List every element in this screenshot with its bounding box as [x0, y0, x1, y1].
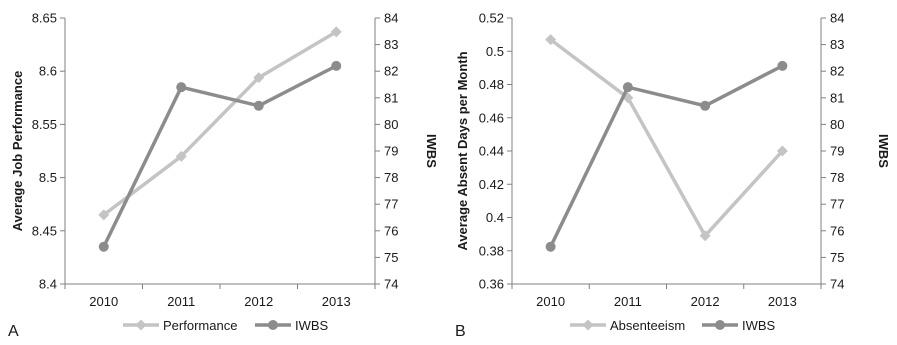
x-tick-label: 2010 [89, 294, 118, 309]
right-tick-label: 79 [384, 144, 398, 159]
data-point-iwbs [622, 82, 633, 93]
panel-label: B [455, 323, 466, 340]
legend-marker [135, 319, 147, 331]
chart-panel-1: 8.4 8.45 8.5 8.55 8.6 8.65 74 75 76 77 78 79 80 81 82 8… [8, 11, 439, 341]
right-tick-label: 83 [384, 37, 398, 52]
right-tick-label: 80 [384, 117, 398, 132]
x-tick-label: 2011 [614, 294, 642, 309]
legend-marker [268, 320, 278, 330]
right-tick-label: 76 [384, 223, 398, 238]
legend-label: IWBS [742, 318, 776, 333]
data-point-performance [175, 150, 187, 162]
x-tick-label: 2010 [536, 294, 565, 309]
y-axis-title: Average Absent Days per Month [455, 51, 470, 250]
legend: Absenteeism IWBS [570, 318, 776, 333]
right-tick-label: 78 [830, 170, 844, 185]
x-tick-label: 2013 [322, 294, 351, 309]
legend-label: Performance [163, 318, 237, 333]
series-line-absenteeism [549, 38, 784, 238]
y-axis-title: Average Job Performance [10, 71, 25, 232]
data-point-iwbs [777, 60, 788, 71]
x-tick-label: 2012 [244, 294, 273, 309]
x-tick-label: 2013 [768, 294, 797, 309]
left-tick-label: 8.6 [39, 64, 57, 79]
right-tick-label: 76 [830, 223, 844, 238]
left-tick-label: 0.52 [479, 11, 504, 26]
right-tick-label: 82 [384, 64, 398, 79]
series-line-iwbs [102, 64, 338, 248]
right-tick-label: 83 [830, 37, 844, 52]
left-tick-label: 0.48 [479, 77, 504, 92]
right-tick-label: 77 [830, 197, 844, 212]
right-tick-label: 80 [830, 117, 844, 132]
data-point-iwbs [176, 82, 187, 93]
right-tick-label: 74 [830, 277, 844, 292]
left-tick-label: 0.38 [479, 243, 504, 258]
legend-marker [715, 320, 725, 330]
left-tick-label: 0.44 [479, 144, 504, 159]
data-point-iwbs [98, 241, 109, 252]
left-tick-label: 0.5 [486, 44, 504, 59]
right-tick-label: 75 [830, 250, 844, 265]
right-tick-label: 74 [384, 277, 398, 292]
data-point-iwbs [331, 60, 342, 71]
data-point-absenteeism [545, 34, 557, 46]
x-tick-label: 2011 [167, 294, 195, 309]
data-point-performance [98, 209, 110, 221]
left-tick-label: 8.4 [39, 277, 57, 292]
data-point-performance [253, 72, 265, 84]
left-tick-label: 0.46 [479, 110, 504, 125]
data-point-iwbs [700, 100, 711, 111]
series-line-performance [102, 30, 338, 217]
data-point-iwbs [253, 100, 264, 111]
legend-label: Absenteeism [610, 318, 685, 333]
right-tick-label: 84 [830, 11, 844, 26]
data-point-absenteeism [699, 230, 711, 242]
right-tick-label: 81 [830, 90, 844, 105]
data-point-performance [330, 26, 342, 38]
right-tick-label: 82 [830, 64, 844, 79]
left-tick-label: 8.55 [32, 117, 57, 132]
right-tick-label: 84 [384, 11, 398, 26]
data-point-absenteeism [776, 145, 788, 157]
left-tick-label: 0.36 [479, 277, 504, 292]
right-tick-label: 81 [384, 90, 398, 105]
panel-label: A [8, 323, 19, 340]
left-tick-label: 8.45 [32, 223, 57, 238]
left-tick-label: 0.4 [486, 210, 504, 225]
chart-panel-2: 0.36 0.38 0.4 0.42 0.44 0.46 0.48 0.5 0.52 74 75 76… [455, 11, 891, 341]
right-tick-label: 77 [384, 197, 398, 212]
legend: Performance IWBS [123, 318, 329, 333]
data-point-iwbs [545, 241, 556, 252]
right-tick-label: 79 [830, 144, 844, 159]
y2-axis-title: IWBS [424, 134, 439, 168]
left-tick-label: 8.5 [39, 170, 57, 185]
left-tick-label: 8.65 [32, 11, 57, 26]
right-tick-label: 75 [384, 250, 398, 265]
legend-marker [582, 319, 594, 331]
series-line-iwbs [549, 64, 784, 248]
y2-axis-title: IWBS [876, 134, 891, 168]
x-tick-label: 2012 [691, 294, 720, 309]
left-tick-label: 0.42 [479, 177, 504, 192]
legend-label: IWBS [295, 318, 329, 333]
right-tick-label: 78 [384, 170, 398, 185]
